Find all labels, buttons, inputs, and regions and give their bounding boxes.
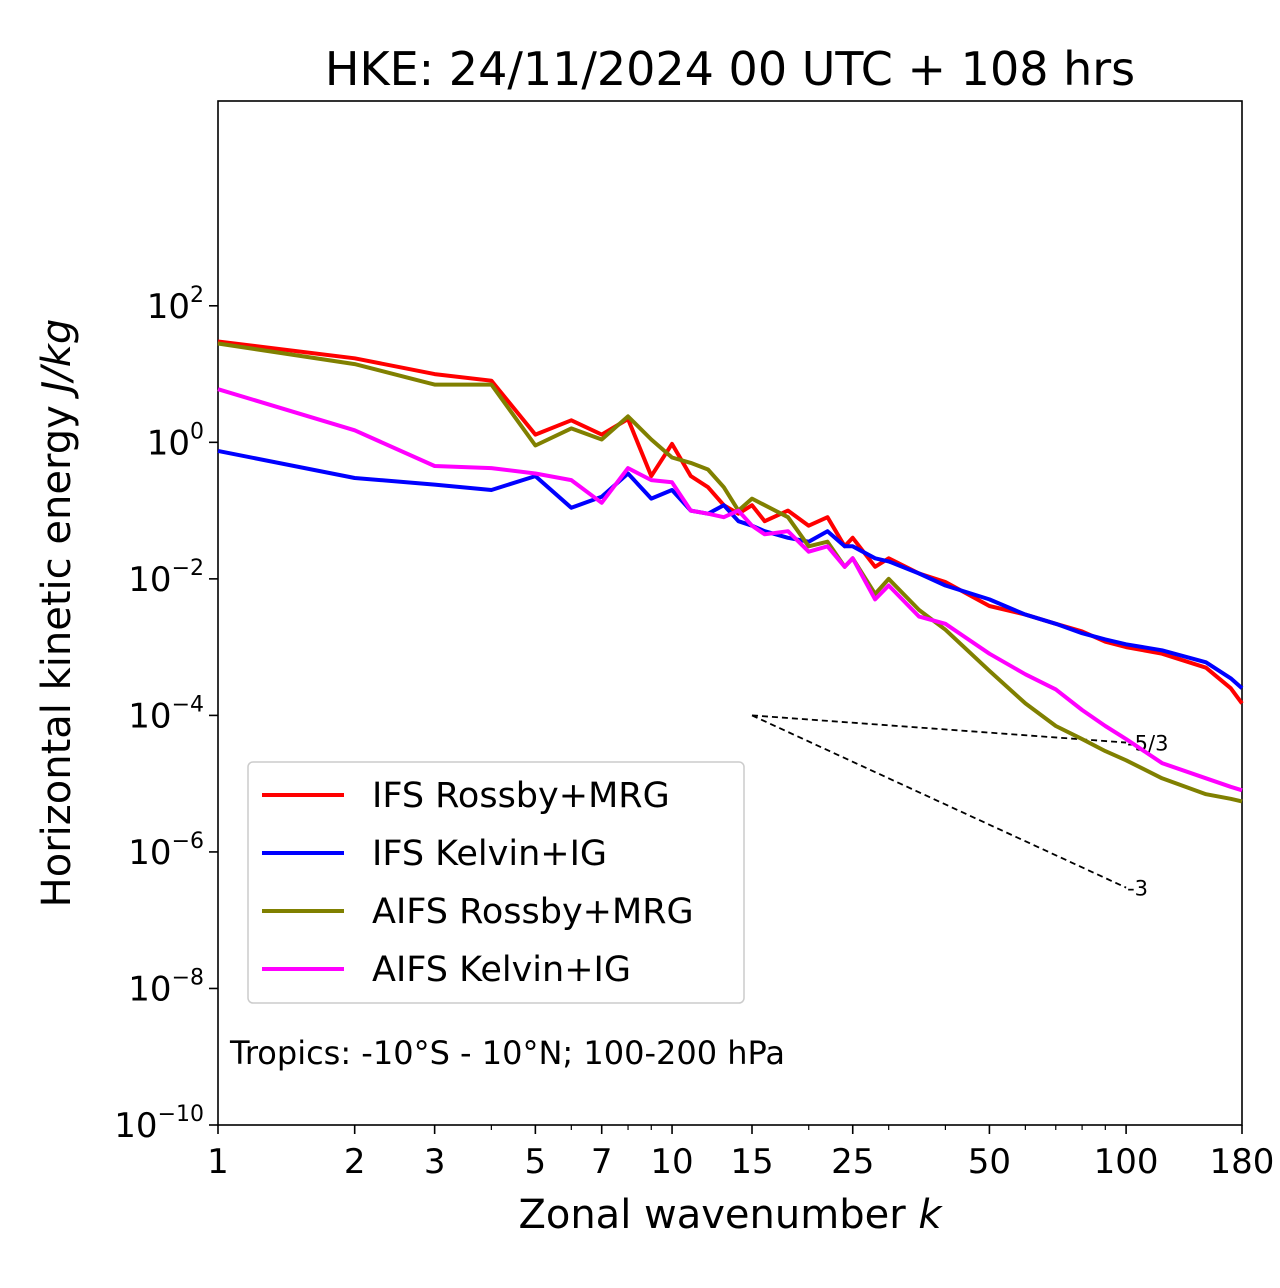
legend-label-ifs-kelvin-ig: IFS Kelvin+IG xyxy=(372,834,607,874)
x-tick-label: 3 xyxy=(424,1142,446,1182)
series-line-aifs-rossby-mrg xyxy=(217,341,1243,804)
x-tick-label: 100 xyxy=(1094,1142,1159,1182)
x-tick-label: 1 xyxy=(207,1142,229,1182)
legend-label-ifs-rossby-mrg: IFS Rossby+MRG xyxy=(372,776,670,816)
y-tick-label: 10−2 xyxy=(128,556,204,600)
legend-label-aifs-kelvin-ig: AIFS Kelvin+IG xyxy=(372,950,631,990)
x-tick-label: 10 xyxy=(650,1142,693,1182)
x-tick-label: 5 xyxy=(525,1142,547,1182)
region-annotation: Tropics: -10°S - 10°N; 100-200 hPa xyxy=(229,1034,785,1072)
slope-label-3: -3 xyxy=(1127,877,1148,901)
series-line-aifs-kelvin-ig xyxy=(217,387,1243,793)
y-tick-label: 10−6 xyxy=(128,829,204,873)
x-tick-label: 50 xyxy=(968,1142,1011,1182)
chart-title: HKE: 24/11/2024 00 UTC + 108 hrs xyxy=(325,42,1135,96)
legend-label-aifs-rossby-mrg: AIFS Rossby+MRG xyxy=(372,892,694,932)
y-axis-ticks: 102 100 10−2 10−4 10−6 10−8 10−10 xyxy=(114,283,218,1146)
reference-slope-lines: -5/3-3 xyxy=(751,714,1168,901)
slope-line-5-3 xyxy=(751,714,1127,744)
x-tick-label: 2 xyxy=(344,1142,366,1182)
y-tick-label: 10−10 xyxy=(114,1102,204,1146)
plot-area-frame xyxy=(217,100,1243,1126)
data-series xyxy=(217,339,1244,804)
y-tick-label: 10−8 xyxy=(128,965,204,1009)
y-tick-label: 102 xyxy=(147,283,204,327)
x-tick-label: 7 xyxy=(591,1142,613,1182)
x-tick-label: 25 xyxy=(831,1142,874,1182)
legend: IFS Rossby+MRG IFS Kelvin+IG AIFS Rossby+M… xyxy=(247,761,745,1004)
x-axis-ticks: 1 2 3 5 7 10 15 25 50 100 180 xyxy=(207,1125,1274,1182)
x-tick-label: 15 xyxy=(730,1142,773,1182)
legend-box xyxy=(247,761,745,1004)
series-line-ifs-kelvin-ig xyxy=(217,448,1244,690)
y-tick-label: 10−4 xyxy=(128,692,204,736)
x-tick-label: 180 xyxy=(1210,1142,1275,1182)
y-axis-label: Horizontal kinetic energy J/kg xyxy=(34,319,80,908)
x-axis-label: Zonal wavenumber k xyxy=(518,1192,943,1238)
slope-line-3 xyxy=(751,714,1127,889)
y-tick-label: 100 xyxy=(147,419,204,463)
